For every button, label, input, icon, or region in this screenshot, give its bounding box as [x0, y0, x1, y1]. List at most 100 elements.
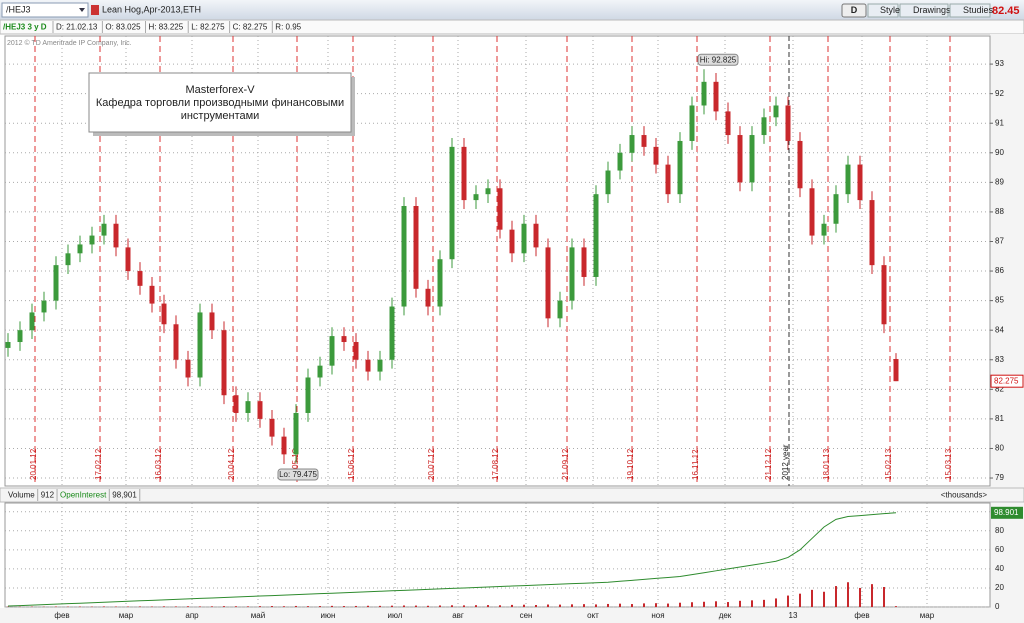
volume-bar [211, 606, 213, 607]
volume-bar [763, 599, 765, 607]
candle-body [89, 235, 95, 245]
x-tick-label: июн [321, 611, 336, 620]
candle-body [137, 271, 143, 286]
candle-body [845, 164, 851, 195]
lower-header-field: 98,901 [112, 491, 137, 500]
volume-bar [751, 600, 753, 607]
info-field: H: 83.225 [149, 23, 184, 32]
volume-bar [343, 606, 345, 607]
volume-bar [775, 598, 777, 607]
candle-body [605, 170, 611, 195]
x-tick-label: дек [719, 611, 732, 620]
volume-bar [319, 606, 321, 607]
oi-last-box [991, 506, 1023, 519]
volume-bar [799, 593, 801, 607]
candle-body [101, 223, 107, 236]
info-field: R: 0.95 [275, 23, 301, 32]
date-marker-label: 21.12.12 [764, 448, 773, 480]
volume-bar [535, 605, 537, 607]
volume-bar [895, 606, 897, 607]
x-tick-label: 13 [789, 611, 798, 620]
volume-bar [295, 605, 297, 607]
volume-bar [703, 601, 705, 607]
y-tick-label: 60 [995, 545, 1004, 554]
studies-button[interactable] [949, 3, 991, 18]
symbol-input[interactable] [1, 2, 89, 18]
candle-body [53, 265, 59, 301]
volume-bar [787, 595, 789, 607]
candle-body [869, 200, 875, 266]
y-tick-label: 93 [995, 59, 1004, 68]
volume-bar [475, 605, 477, 607]
candle-body [5, 342, 11, 348]
candle-body [833, 194, 839, 224]
candle-body [113, 223, 119, 248]
open-interest-line [7, 512, 897, 607]
volume-bar [883, 587, 885, 607]
candle-body [785, 105, 791, 141]
candle-body [41, 300, 47, 313]
candle-body [725, 111, 731, 136]
volume-bar [631, 604, 633, 607]
style-text: Style [880, 5, 900, 15]
date-marker-label: 20.01.12 [29, 448, 38, 480]
info-field: O: 83.025 [105, 23, 141, 32]
candle-body [341, 336, 347, 343]
x-tick-label: фев [54, 611, 69, 620]
drawings-button[interactable] [899, 3, 949, 18]
volume-bar [655, 603, 657, 607]
candle-body [377, 359, 383, 372]
y-tick-label: 84 [995, 325, 1004, 334]
candle-body [653, 146, 659, 165]
candle-body [509, 229, 515, 254]
y-tick-label: 90 [995, 148, 1004, 157]
info-field: L: 82.275 [191, 23, 225, 32]
volume-bar [367, 605, 369, 607]
candle-body [533, 223, 539, 248]
symbol-description: Lean Hog,Apr-2013,ETH [102, 4, 201, 14]
info-symbol: /HEJ3 3 y D [3, 23, 47, 32]
candle-body [233, 395, 239, 413]
extreme-label: Hi: 92.825 [700, 55, 737, 64]
candle-body [269, 418, 275, 437]
annotation-line: инструментами [181, 110, 260, 122]
volume-bar [823, 591, 825, 607]
style-button[interactable] [867, 3, 899, 18]
y-tick-label: 20 [995, 583, 1004, 592]
drawings-text: Drawings [913, 5, 951, 15]
volume-bar [355, 605, 357, 607]
volume-bar [223, 606, 225, 607]
lower-header-field: OpenInterest [60, 491, 107, 500]
lower-panel [4, 502, 991, 608]
annotation-line: Masterforex-V [185, 84, 255, 96]
x-tick-label: июл [388, 611, 403, 620]
x-tick-label: сен [520, 611, 533, 620]
candle-body [701, 81, 707, 106]
volume-bar [739, 600, 741, 607]
volume-bar [835, 586, 837, 607]
candle-body [497, 188, 503, 230]
time-axis [0, 608, 1024, 623]
aggregation-button[interactable] [841, 3, 867, 18]
annotation-line: Кафедра торговли производными финансовым… [96, 97, 344, 109]
volume-bar [271, 606, 273, 607]
y-tick-label: 80 [995, 444, 1004, 453]
candle-body [221, 330, 227, 396]
candle-body [161, 303, 167, 325]
date-marker-label: 16.11.12 [691, 449, 700, 480]
y-tick-label: 91 [995, 118, 1004, 127]
y-tick-label: 85 [995, 296, 1004, 305]
y-tick-label: 88 [995, 207, 1004, 216]
candle-body [545, 247, 551, 319]
date-marker-label: 15.03.13 [944, 448, 953, 480]
volume-bar [391, 605, 393, 607]
candle-body [521, 223, 527, 254]
y-tick-label: 92 [995, 89, 1004, 98]
x-tick-label: май [251, 611, 265, 620]
candle-body [353, 342, 359, 360]
volume-bar [667, 603, 669, 607]
y-tick-label: 80 [995, 526, 1004, 535]
dropdown-arrow[interactable] [79, 8, 85, 12]
candle-body [389, 306, 395, 360]
x-tick-label: мар [920, 611, 935, 620]
